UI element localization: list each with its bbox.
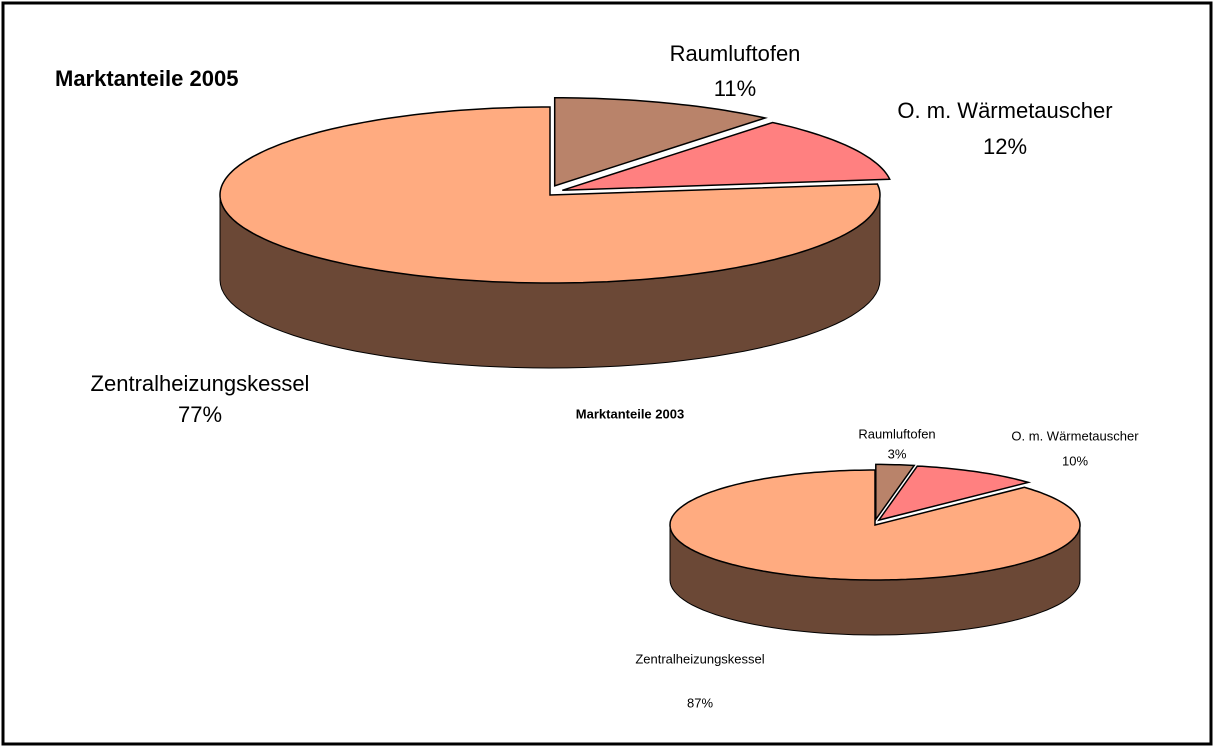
slice-value-label: 10% xyxy=(1062,453,1088,468)
slice-value-label: 77% xyxy=(178,402,222,427)
slice xyxy=(669,469,1081,581)
chart-title: Marktanteile 2003 xyxy=(576,406,684,421)
slice-label: Zentralheizungskessel xyxy=(635,651,764,666)
chart-title: Marktanteile 2005 xyxy=(55,66,238,91)
slice-label: O. m. Wärmetauscher xyxy=(897,98,1112,123)
slice-label: Zentralheizungskessel xyxy=(91,371,310,396)
slice-value-label: 12% xyxy=(983,134,1027,159)
slice xyxy=(553,97,768,187)
slice xyxy=(562,121,891,192)
slice-label: Raumluftofen xyxy=(670,41,801,66)
slice-label: O. m. Wärmetauscher xyxy=(1011,428,1139,443)
slice-value-label: 3% xyxy=(888,446,907,461)
slice xyxy=(877,465,1032,522)
slice-value-label: 11% xyxy=(714,76,756,101)
slice-value-label: 87% xyxy=(687,695,713,710)
slice xyxy=(875,463,916,522)
slice xyxy=(219,106,881,284)
slice-label: Raumluftofen xyxy=(858,426,935,441)
